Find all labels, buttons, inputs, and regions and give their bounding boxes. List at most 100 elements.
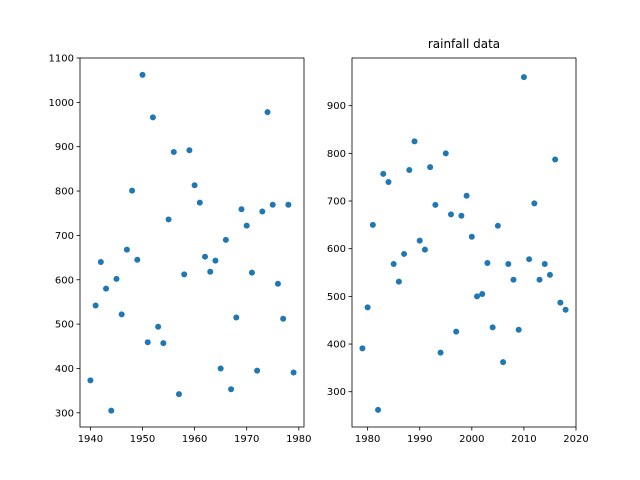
chart-1-point	[489, 324, 496, 331]
chart-1-point	[484, 260, 491, 266]
chart-1-x-tick-label: 2020	[563, 434, 588, 445]
chart-0-point	[254, 367, 261, 374]
chart-1-point	[557, 299, 564, 306]
chart-0-point	[175, 391, 182, 398]
chart-1-y-tick-label: 800	[327, 149, 346, 160]
chart-1-point	[526, 256, 533, 263]
chart-1-axes-frame	[351, 57, 577, 428]
chart-1-x-tick-label: 2010	[511, 434, 536, 445]
chart-0-point	[285, 201, 292, 208]
chart-0-y-tick-label: 500	[55, 320, 74, 331]
chart-0-point	[248, 269, 255, 276]
chart-0-point	[280, 315, 287, 322]
chart-1-point	[416, 237, 423, 244]
chart-0-x-tick-label: 1980	[286, 434, 311, 445]
chart-0-point	[274, 280, 281, 287]
chart-1-point	[406, 167, 413, 174]
chart-1-point	[458, 212, 465, 219]
chart-1-point	[369, 221, 376, 228]
chart-1-y-tick-label: 900	[327, 101, 346, 112]
chart-0-point	[259, 208, 266, 215]
chart-1-point	[474, 293, 481, 300]
chart-1-point	[531, 200, 538, 207]
chart-1-point	[437, 349, 444, 356]
chart-0-y-tick-label: 400	[55, 364, 74, 375]
chart-0-point	[243, 222, 250, 229]
chart-0-y-tick-label: 600	[55, 275, 74, 286]
chart-0-point	[139, 71, 146, 78]
chart-0-y-tick-label: 300	[55, 408, 74, 419]
chart-0-point	[165, 216, 172, 223]
chart-0-point	[290, 369, 297, 376]
chart-0-point	[212, 257, 219, 264]
chart-1-point	[536, 276, 543, 283]
chart-1-point	[479, 290, 486, 297]
chart-0-y-tick-label: 800	[55, 187, 74, 198]
chart-1-point	[375, 406, 382, 413]
chart-1-x-tick-label: 1980	[355, 434, 380, 445]
chart-0-point	[196, 199, 203, 206]
chart-0-point	[228, 386, 235, 393]
chart-0-point	[144, 339, 151, 346]
chart-0-y-tick-label: 700	[55, 231, 74, 242]
chart-1-y-tick-label: 300	[327, 387, 346, 398]
chart-0-point	[207, 268, 214, 275]
chart-1-point	[552, 156, 559, 163]
chart-0-point	[103, 285, 110, 292]
chart-0-point	[222, 236, 229, 243]
chart-1-point	[395, 278, 402, 285]
chart-1-point	[442, 150, 449, 157]
chart-0-point	[123, 246, 130, 253]
chart-0-x-tick-label: 1970	[234, 434, 259, 445]
chart-0-x-tick-label: 1960	[182, 434, 207, 445]
chart-0-point	[264, 109, 271, 116]
chart-0-point	[92, 302, 99, 309]
chart-0-point	[113, 275, 120, 282]
chart-1-point	[562, 306, 569, 313]
chart-0-point	[118, 311, 125, 318]
chart-1-point	[447, 211, 454, 218]
chart-1-y-tick-label: 400	[327, 340, 346, 351]
chart-1-point	[421, 246, 428, 253]
chart-1-point	[359, 345, 366, 352]
chart-0-x-tick-label: 1950	[130, 434, 155, 445]
chart-0-point	[87, 377, 94, 384]
chart-0-point	[217, 365, 224, 372]
chart-0-y-tick-label: 1000	[49, 98, 74, 109]
chart-1-point	[411, 138, 418, 145]
chart-0-point	[186, 147, 193, 154]
chart-1-title: rainfall data	[428, 37, 500, 51]
chart-1-point	[463, 192, 470, 199]
chart-1-point	[505, 260, 512, 267]
chart-1-point	[390, 260, 397, 267]
chart-0-point	[269, 201, 276, 208]
chart-1-point	[494, 222, 501, 229]
chart-1-point	[520, 74, 527, 81]
chart-1-x-tick-label: 1990	[407, 434, 432, 445]
chart-1-y-tick-label: 600	[327, 244, 346, 255]
left-scatter-panel: 1940 1950 1960 1970 1980 300 400 500 600 700 800 90…	[49, 54, 312, 446]
chart-0-point	[155, 323, 162, 330]
chart-1-point	[453, 328, 460, 335]
chart-0-point	[181, 271, 188, 278]
chart-1-point	[380, 170, 387, 177]
chart-1-point	[500, 359, 507, 366]
chart-1-y-tick-label: 500	[327, 292, 346, 303]
chart-1-point	[364, 304, 371, 311]
chart-0-point	[108, 407, 115, 414]
chart-1-point	[427, 164, 434, 171]
chart-1-point	[546, 271, 553, 278]
chart-0-axes-frame	[79, 57, 305, 428]
chart-1-point	[541, 260, 548, 267]
chart-1-point	[401, 250, 408, 257]
chart-1-point	[510, 276, 517, 283]
chart-1-x-tick-label: 2000	[459, 434, 484, 445]
chart-0-point	[233, 314, 240, 321]
chart-0-point	[97, 259, 104, 266]
chart-1-point	[468, 233, 475, 240]
chart-0-point	[129, 187, 136, 194]
chart-0-point	[191, 182, 198, 189]
right-scatter-panel: 1980 1990 2000 2010 2020 300 400 500 600 700 800 90…	[327, 37, 589, 445]
chart-1-y-tick-label: 700	[327, 197, 346, 208]
